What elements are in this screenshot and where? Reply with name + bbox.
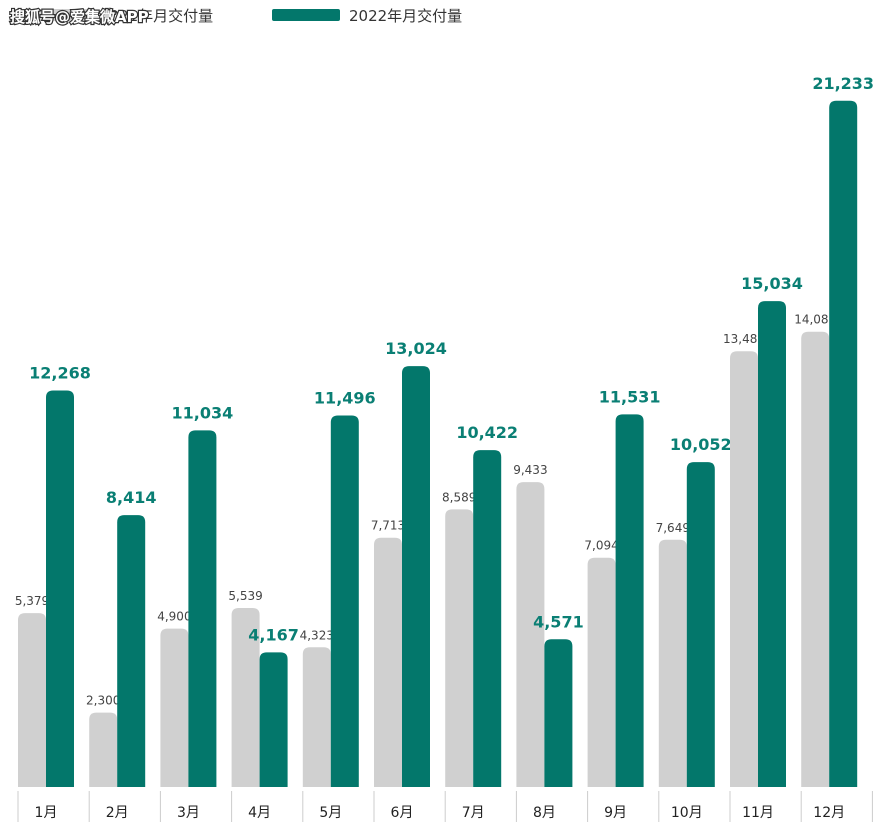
data-label-2021: 4,900 <box>157 610 191 624</box>
x-tick-label: 6月 <box>391 805 414 821</box>
x-tick-label: 8月 <box>533 805 556 821</box>
data-label-2021: 9,433 <box>513 463 547 477</box>
data-label-2021: 13,485 <box>723 332 765 346</box>
legend: 2021年月交付量 2022年月交付量 搜狐号@爱集微APP <box>9 7 462 27</box>
bar-2022 <box>615 414 644 787</box>
bar-2022 <box>402 366 430 787</box>
x-tick-label: 3月 <box>177 805 200 821</box>
x-tick-label: 1月 <box>35 805 58 821</box>
data-label-2022: 13,024 <box>385 339 447 358</box>
data-label-2022: 11,034 <box>172 403 234 422</box>
data-label-2022: 8,414 <box>106 488 157 507</box>
x-tick-label: 9月 <box>604 805 627 821</box>
bar-2021 <box>587 557 616 787</box>
data-label-2021: 5,539 <box>228 589 262 603</box>
x-tick-label: 12月 <box>813 805 845 821</box>
data-label-2022: 10,052 <box>670 435 732 454</box>
legend-label-2021: 2021年月交付量 <box>100 7 213 25</box>
bar-2021 <box>445 509 474 787</box>
data-label-2021: 7,713 <box>371 519 405 533</box>
bar-2022 <box>259 652 288 787</box>
bar-2021 <box>231 607 260 787</box>
data-label-2021: 8,589 <box>442 490 476 504</box>
data-label-2022: 10,422 <box>456 423 518 442</box>
data-label-2021: 7,094 <box>584 539 618 553</box>
data-label-2022: 4,167 <box>248 625 299 644</box>
bar-2021 <box>730 351 758 787</box>
data-label-2022: 4,571 <box>533 612 584 631</box>
bar-2022 <box>117 515 146 787</box>
x-tick-label: 7月 <box>462 805 485 821</box>
data-label-2021: 2,300 <box>86 694 120 708</box>
x-tick-label: 11月 <box>742 805 774 821</box>
bar-2022 <box>686 462 715 787</box>
bar-2022 <box>330 415 359 787</box>
bar-2021 <box>374 537 402 787</box>
data-label-2021: 5,379 <box>15 594 49 608</box>
plot-area: 5,379 12,268 1月 2,300 8,414 2月 4,900 11,034 3月 5,… <box>15 74 874 822</box>
x-tick-label: 10月 <box>671 805 703 821</box>
bar-2021 <box>658 539 687 787</box>
data-label-2022: 11,531 <box>599 387 661 406</box>
x-tick-label: 4月 <box>248 805 271 821</box>
data-label-2021: 14,087 <box>794 313 836 327</box>
bar-2022 <box>188 430 217 787</box>
bar-2022 <box>544 639 573 787</box>
data-label-2021: 4,323 <box>300 628 334 642</box>
bar-2022 <box>758 301 786 787</box>
x-tick-label: 5月 <box>319 805 342 821</box>
legend-swatch-2021 <box>20 9 92 21</box>
bar-2021 <box>160 628 189 787</box>
bar-2022 <box>46 390 74 787</box>
bar-2021 <box>516 482 545 787</box>
x-tick-label: 2月 <box>106 805 129 821</box>
bar-2021 <box>89 712 118 787</box>
bar-2022 <box>473 450 502 787</box>
bar-2022 <box>829 100 858 788</box>
bar-2021 <box>18 613 46 787</box>
data-label-2022: 11,496 <box>314 388 376 407</box>
data-label-2021: 7,649 <box>656 521 690 535</box>
data-label-2022: 15,034 <box>741 274 803 293</box>
data-label-2022: 12,268 <box>29 364 91 383</box>
bar-2021 <box>801 331 830 787</box>
bar-2021 <box>302 647 331 787</box>
watermark-text: 搜狐号@爱集微APP <box>10 8 149 26</box>
legend-swatch-2022 <box>272 9 340 21</box>
legend-label-2022: 2022年月交付量 <box>349 7 462 25</box>
data-label-2022: 21,233 <box>812 74 874 93</box>
